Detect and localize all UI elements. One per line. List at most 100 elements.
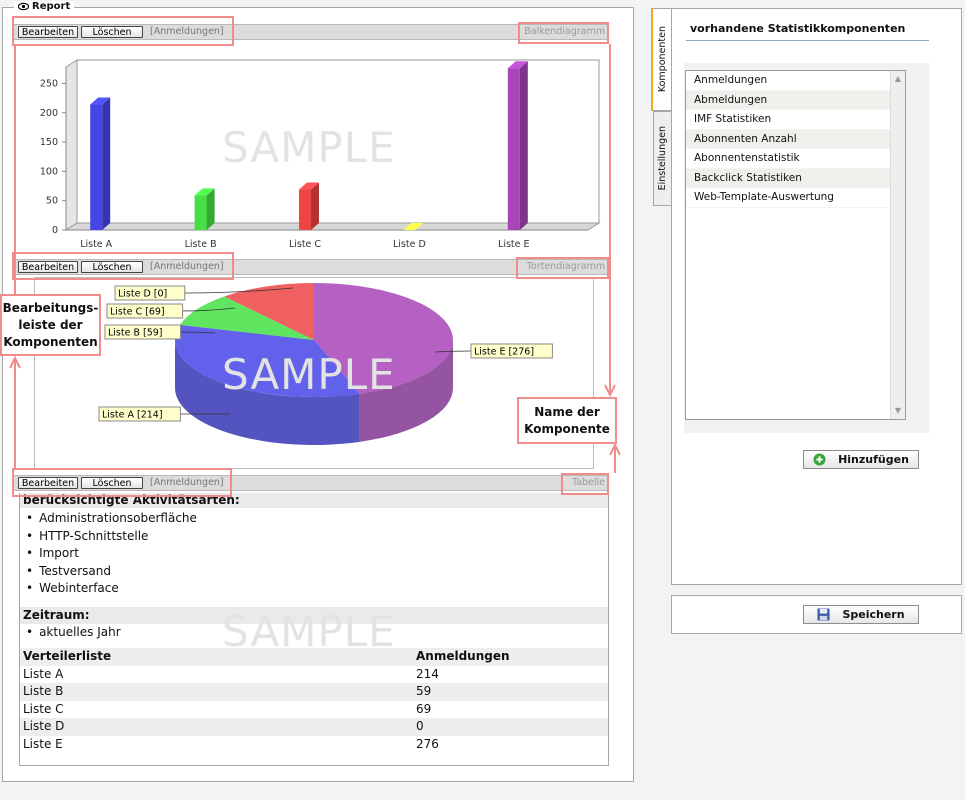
slice-label-box: [106, 303, 184, 319]
bar-front: [194, 195, 207, 230]
leader-line: [184, 287, 294, 294]
bar-chart: 0 50 100 150 200 250 Liste A Liste B Liste C List…: [17, 41, 609, 258]
pie-slice: [314, 283, 454, 394]
bar-front: [507, 68, 520, 230]
cell-list: Liste C: [23, 701, 64, 716]
save-button[interactable]: Speichern: [803, 605, 919, 624]
period-item: aktuelles Jahr: [20, 624, 608, 642]
edit-button[interactable]: Bearbeiten: [18, 26, 78, 38]
title-underline: [686, 40, 929, 41]
list-item[interactable]: IMF Statistiken: [686, 110, 905, 130]
list-item[interactable]: Abmeldungen: [686, 90, 905, 110]
bar-front: [299, 189, 311, 230]
leader-line: [182, 307, 236, 312]
report-title: Report: [32, 1, 71, 12]
table-row: Liste B 59: [20, 683, 608, 701]
scroll-down-icon[interactable]: ▼: [894, 406, 902, 415]
watermark: SAMPLE: [222, 123, 396, 172]
table-row: Liste A 214: [20, 666, 608, 684]
col-header-registrations: Anmeldungen: [416, 649, 510, 663]
slice-label: Liste E [276]: [474, 347, 534, 358]
scroll-up-icon[interactable]: ▲: [894, 74, 902, 83]
list-item[interactable]: Backclick Statistiken: [686, 168, 905, 188]
slice-label: Liste A [214]: [102, 410, 163, 421]
delete-button[interactable]: Löschen: [81, 477, 143, 489]
bar: [507, 61, 528, 230]
bar-chart-svg: 0 50 100 150 200 250 Liste A Liste B Liste C List…: [40, 59, 601, 250]
list-item[interactable]: Web-Template-Auswertung: [686, 188, 905, 208]
period-heading: Zeitraum:: [20, 606, 608, 624]
toolbar-callout: Bearbeitungs- leiste der Komponenten: [0, 294, 101, 356]
tab-label: Einstellungen: [657, 126, 668, 191]
activity-item: Webinterface: [20, 580, 608, 598]
table-row: Liste C 69: [20, 701, 608, 719]
component-toolbar: Bearbeiten Löschen [Anmeldungen] Tabelle: [14, 475, 609, 491]
x-tick-label: Liste E: [498, 239, 529, 250]
edit-button[interactable]: Bearbeiten: [18, 261, 78, 273]
plus-icon: [813, 453, 826, 466]
eye-icon: [18, 2, 29, 11]
bar-top: [299, 182, 319, 190]
edit-button[interactable]: Bearbeiten: [18, 477, 78, 489]
tab-einstellungen[interactable]: Einstellungen: [653, 111, 671, 206]
registrations-label: [Anmeldungen]: [150, 261, 224, 272]
watermark: SAMPLE: [222, 350, 396, 399]
report-legend: Report: [14, 1, 75, 12]
pie-chart: Liste A [214] Liste B [59] Liste C [69] Lis…: [34, 277, 594, 469]
pie-slice: [224, 283, 314, 340]
y-tick-label: 250: [40, 78, 58, 89]
panel-title: vorhandene Statistikkomponenten: [690, 22, 906, 35]
pie-slice: [180, 296, 314, 340]
delete-button[interactable]: Löschen: [81, 26, 143, 38]
list-item[interactable]: Abonnenten Anzahl: [686, 129, 905, 149]
x-tick-label: Liste C: [289, 239, 321, 250]
chart-side-wall: [65, 59, 78, 231]
y-tick-label: 100: [40, 166, 58, 177]
col-header-list: Verteilerliste: [23, 649, 112, 663]
bar-side: [311, 182, 319, 230]
bar-front: [90, 104, 103, 230]
pie-slice-side: [175, 340, 360, 445]
component-toolbar: Bearbeiten Löschen [Anmeldungen] Tortend…: [14, 259, 609, 275]
slice-label-box: [98, 406, 181, 422]
table-row: Liste E 276: [20, 736, 608, 754]
component-list: Anmeldungen Abmeldungen IMF Statistiken …: [685, 70, 906, 420]
cell-list: Liste D: [23, 719, 65, 733]
activity-item: Administrationsoberfläche: [20, 510, 608, 528]
add-button[interactable]: Hinzufügen: [803, 450, 919, 469]
list-item[interactable]: Abonnentenstatistik: [686, 149, 905, 169]
bar-side: [519, 61, 528, 230]
y-tick-label: 150: [40, 137, 58, 148]
bar: [299, 182, 319, 230]
y-tick-label: 50: [46, 196, 58, 207]
tab-label: Komponenten: [656, 26, 668, 93]
cell-value: 69: [416, 701, 432, 716]
cell-list: Liste A: [23, 666, 64, 681]
component-name: Tortendiagramm: [526, 261, 605, 272]
pie-slice-side: [359, 340, 453, 442]
components-panel: vorhandene Statistikkomponenten Anmeldun…: [671, 8, 962, 585]
slice-label: Liste C [69]: [110, 307, 165, 318]
bar-top: [194, 188, 215, 196]
slice-label: Liste D [0]: [118, 289, 167, 300]
y-tick-label: 0: [52, 225, 58, 236]
slice-label-box: [114, 285, 186, 301]
registrations-label: [Anmeldungen]: [150, 26, 224, 37]
cell-value: 276: [416, 736, 439, 751]
component-toolbar: Bearbeiten Löschen [Anmeldungen] Balkend…: [14, 24, 609, 40]
bar-side: [206, 188, 215, 230]
registrations-label: [Anmeldungen]: [150, 477, 224, 488]
x-tick-label: Liste D: [393, 239, 426, 250]
cell-list: Liste E: [23, 736, 63, 751]
activity-item: Import: [20, 545, 608, 563]
list-item[interactable]: Anmeldungen: [686, 71, 905, 91]
bar: [90, 97, 111, 230]
tab-komponenten[interactable]: Komponenten: [651, 8, 671, 111]
table-header: Verteilerliste Anmeldungen: [20, 648, 608, 666]
delete-button[interactable]: Löschen: [81, 261, 143, 273]
leader-line: [180, 331, 216, 334]
pie-slice: [175, 324, 360, 397]
list-scrollbar[interactable]: ▲ ▼: [890, 71, 905, 419]
cell-value: 0: [416, 719, 424, 733]
component-name: Tabelle: [571, 477, 605, 488]
